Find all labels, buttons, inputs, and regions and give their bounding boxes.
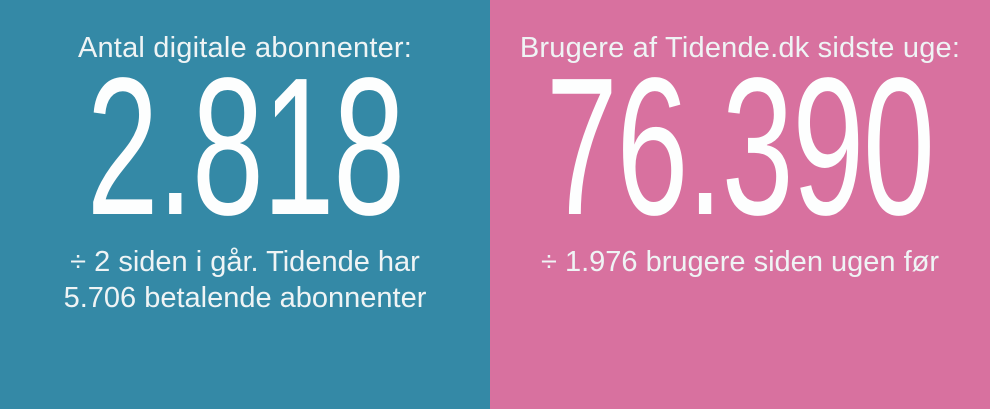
subscribers-value: 2.818 xyxy=(86,37,404,256)
users-panel: Brugere af Tidende.dk sidste uge: 76.390… xyxy=(490,0,990,409)
subscribers-panel: Antal digitale abonnenter: 2.818 ÷ 2 sid… xyxy=(0,0,490,409)
users-value: 76.390 xyxy=(546,37,935,256)
users-title: Brugere af Tidende.dk sidste uge: xyxy=(519,32,961,64)
subscribers-title: Antal digitale abonnenter: xyxy=(77,32,413,64)
subscribers-note-line2: 5.706 betalende abonnenter xyxy=(63,282,427,314)
subscribers-note-line1: ÷ 2 siden i går. Tidende har xyxy=(70,246,420,278)
users-note: ÷ 1.976 brugere siden ugen før xyxy=(541,246,939,278)
subscribers-note: ÷ 2 siden i går. Tidende har 5.706 betal… xyxy=(64,244,427,316)
